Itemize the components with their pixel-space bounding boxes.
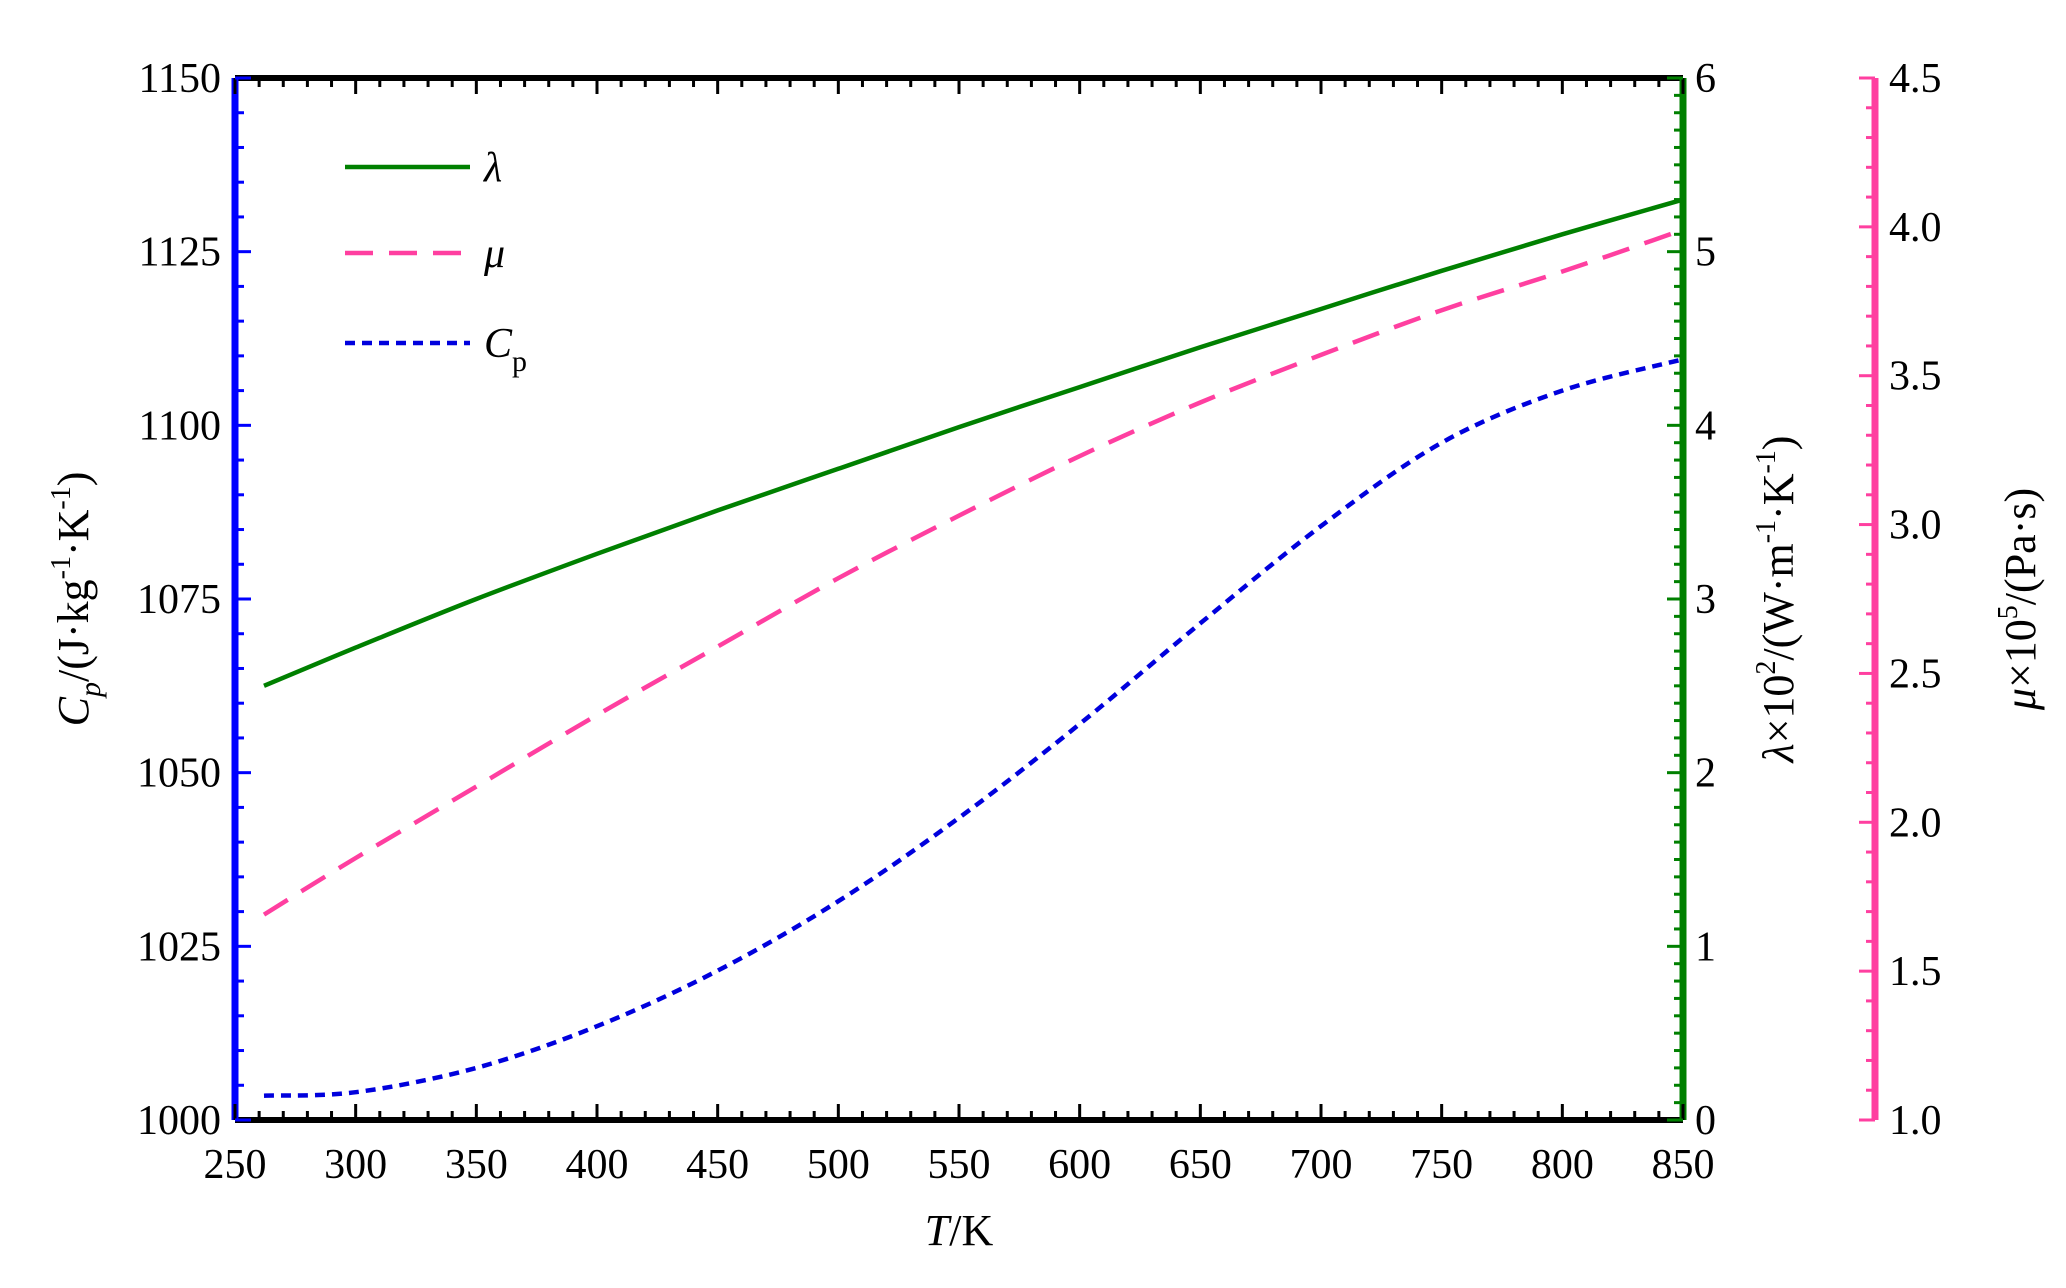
- x-tick-label: 300: [324, 1142, 387, 1188]
- y-right2-tick-label: 1.5: [1889, 949, 1942, 995]
- y-left-axis-title: Cp/(J·kg-1·K-1): [46, 472, 107, 727]
- legend-label-2: Cp: [484, 321, 527, 378]
- x-tick-label: 550: [928, 1142, 991, 1188]
- y-right1-axis-title: λ×102/(W·m-1·K-1): [1751, 436, 1803, 765]
- y-left-tick-label: 1125: [139, 230, 221, 276]
- x-tick-label: 650: [1169, 1142, 1232, 1188]
- y-right1-tick-label: 4: [1695, 403, 1716, 449]
- legend-label-1: μ: [483, 231, 505, 277]
- x-tick-label: 250: [204, 1142, 267, 1188]
- y-right1-tick-label: 5: [1695, 230, 1716, 276]
- x-tick-label: 350: [445, 1142, 508, 1188]
- y-right2-tick-label: 3.5: [1889, 354, 1942, 400]
- y-right2-tick-label: 4.0: [1889, 205, 1942, 251]
- x-tick-label: 600: [1048, 1142, 1111, 1188]
- x-tick-label: 750: [1410, 1142, 1473, 1188]
- y-right1-tick-label: 2: [1695, 751, 1716, 797]
- series-line-2: [263, 357, 1684, 1098]
- series-line-1: [262, 227, 1684, 917]
- y-left-tick-label: 1000: [137, 1098, 221, 1144]
- x-tick-label: 450: [686, 1142, 749, 1188]
- x-axis-title: T/K: [925, 1206, 994, 1255]
- series-line-0: [263, 197, 1684, 688]
- y-right2-tick-label: 2.0: [1889, 800, 1942, 846]
- y-right1-tick-label: 6: [1695, 56, 1716, 102]
- y-left-tick-label: 1100: [139, 403, 221, 449]
- y-right2-tick-label: 1.0: [1889, 1098, 1942, 1144]
- y-right1-tick-label: 0: [1695, 1098, 1716, 1144]
- y-left-tick-label: 1025: [137, 924, 221, 970]
- x-tick-label: 500: [807, 1142, 870, 1188]
- y-right2-axis-title: μ×105/(Pa·s): [1993, 488, 2045, 711]
- y-left-tick-label: 1075: [137, 577, 221, 623]
- y-left-tick-label: 1050: [137, 751, 221, 797]
- y-right2-tick-label: 2.5: [1889, 651, 1942, 697]
- x-tick-label: 700: [1290, 1142, 1353, 1188]
- y-right1-tick-label: 3: [1695, 577, 1716, 623]
- legend-label-0: λ: [482, 145, 502, 191]
- y-left-tick-label: 1150: [139, 56, 221, 102]
- y-right1-tick-label: 1: [1695, 924, 1716, 970]
- x-tick-label: 850: [1652, 1142, 1715, 1188]
- x-tick-label: 400: [566, 1142, 629, 1188]
- x-tick-label: 800: [1531, 1142, 1594, 1188]
- y-right2-tick-label: 3.0: [1889, 503, 1942, 549]
- y-right2-tick-label: 4.5: [1889, 56, 1942, 102]
